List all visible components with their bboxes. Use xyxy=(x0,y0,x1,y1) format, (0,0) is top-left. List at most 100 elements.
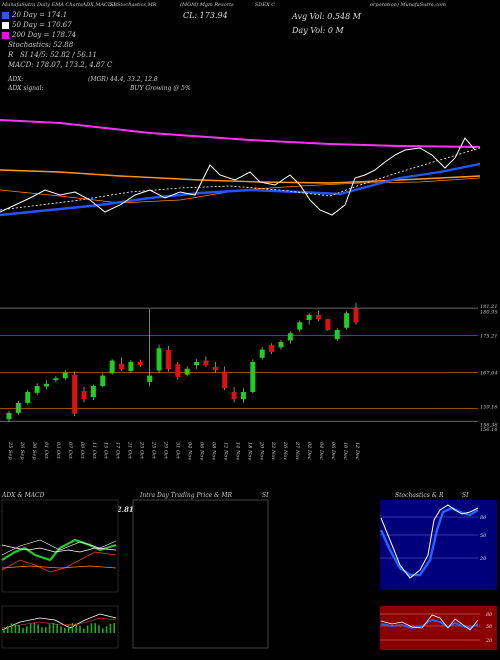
date-label: 26 Sep xyxy=(19,441,25,460)
date-label: 18 Nov xyxy=(246,442,252,460)
candle xyxy=(128,360,134,373)
candle xyxy=(306,313,312,325)
header-title: MunafaSutra Daily EMA ChartsADX,MACD,B xyxy=(2,2,117,8)
candle xyxy=(297,320,303,332)
date-label: 31 Oct xyxy=(175,442,181,460)
stochastics-lines xyxy=(379,504,479,579)
candle xyxy=(34,383,40,396)
date-label: 02 Dec xyxy=(306,442,312,460)
stoch-tick-80: 80 xyxy=(480,515,487,521)
ema20-swatch xyxy=(2,12,9,19)
candle xyxy=(90,384,96,401)
stoch-tick-20: 20 xyxy=(480,556,487,562)
adx-signal-label: ADX signal: xyxy=(8,85,44,92)
avg-volume: Avg Vol: 0.548 M xyxy=(292,12,361,21)
rsi-white-line xyxy=(380,614,479,631)
adx-lines xyxy=(1,538,117,573)
rsi-tick-50: 50 xyxy=(486,624,493,630)
date-label: 21 Oct xyxy=(127,441,133,460)
candle xyxy=(156,344,162,374)
candle xyxy=(72,371,78,417)
candle xyxy=(250,359,256,394)
candle xyxy=(259,346,265,360)
adx-values: (MGR) 44.4, 33.2, 12.8 xyxy=(88,76,158,83)
date-label: 29 Oct xyxy=(163,441,169,460)
day-volume: Day Vol: 0 M xyxy=(292,26,344,35)
level-label: 156.16 xyxy=(480,427,498,433)
rsi-blue-line xyxy=(380,619,479,629)
date-label: 14 Nov xyxy=(234,442,240,460)
adx-green-line xyxy=(1,538,117,562)
candle xyxy=(100,373,106,388)
stochastics-label: Stochastics: 52.88 xyxy=(8,41,74,49)
candle xyxy=(184,366,190,377)
header-symbol: (MGM) Mgm Resorts xyxy=(180,2,234,8)
date-label: 04 Dec xyxy=(318,442,324,460)
ema20-label: 20 Day = 174.1 xyxy=(12,11,68,19)
date-label: 23 Oct xyxy=(139,441,145,460)
rsi-tick-20: 20 xyxy=(486,638,493,644)
rsi-prefix: R xyxy=(8,51,14,59)
date-label: 30 Sep xyxy=(31,442,37,460)
macd-line xyxy=(1,613,117,631)
stochastics-panel xyxy=(380,500,497,590)
date-label: 25 Oct xyxy=(151,441,157,460)
date-label: 06 Dec xyxy=(330,442,336,460)
date-label: 01 Oct xyxy=(43,442,49,460)
adx-label: ADX: xyxy=(8,76,24,83)
adx-panel-title: ADX & MACD xyxy=(2,492,45,499)
level-label: 175.21 xyxy=(480,333,498,339)
candle xyxy=(194,359,200,369)
candle xyxy=(269,343,275,355)
ema-lines xyxy=(0,119,481,217)
candle xyxy=(222,366,228,391)
date-labels: 25 Sep 26 Sep 30 Sep 01 Oct 03 Oct 07 Oct 09 O… xyxy=(7,441,360,460)
ema50-label: 50 Day = 170.67 xyxy=(12,21,72,29)
candle xyxy=(44,380,50,390)
stoch-tick-50: 50 xyxy=(480,533,487,539)
stoch-white-line xyxy=(380,504,479,579)
candle xyxy=(334,328,340,341)
candle xyxy=(240,388,246,403)
buy-signal: BUY Growing @ 5% xyxy=(130,85,191,92)
candle xyxy=(81,386,87,403)
candle xyxy=(6,411,12,422)
candle xyxy=(231,386,237,403)
header-site: orporation) MunafaSutra.com xyxy=(370,2,446,8)
candle xyxy=(287,331,293,344)
date-label: 08 Nov xyxy=(210,442,216,460)
candles xyxy=(6,302,359,422)
date-label: 11 Oct xyxy=(91,442,97,460)
candle xyxy=(175,361,181,380)
macd-panel xyxy=(1,605,119,649)
rsi-label: SI 14/5: 52.82 / 56.11 xyxy=(20,51,97,59)
close-line xyxy=(0,137,476,216)
header-title-b: SI,Stochastics,MR xyxy=(110,2,157,8)
adx-red-line xyxy=(1,551,117,573)
candle xyxy=(109,359,115,375)
date-label: 07 Oct xyxy=(67,442,73,460)
close-price: CL: 173.94 xyxy=(183,11,228,20)
candle xyxy=(147,309,153,387)
date-label: 20 Nov xyxy=(258,441,264,460)
level-label: 159.16 xyxy=(480,405,498,411)
ema-dotted-line xyxy=(0,147,481,211)
candle xyxy=(53,376,59,382)
adx-panel-stats: ADX: 44.38 +DY: 33.24 -DY: 12.81 xyxy=(2,505,134,514)
ema200-swatch xyxy=(2,32,9,39)
candle xyxy=(119,357,125,372)
candle xyxy=(137,359,143,367)
date-label: 10 Dec xyxy=(342,442,348,460)
candle xyxy=(165,345,171,372)
level-label: 180.95 xyxy=(480,309,498,315)
candle xyxy=(344,311,350,330)
rsi-tick-80: 80 xyxy=(486,612,493,618)
level-label: 181.21 xyxy=(480,304,498,310)
intraday-title: Intra Day Trading Price & MR xyxy=(140,492,233,499)
date-label: 17 Oct xyxy=(115,442,121,460)
candle xyxy=(15,400,21,415)
macd-label: MACD: 178.07, 173.2, 4.87 C xyxy=(8,61,113,69)
date-label: 12 Nov xyxy=(222,442,228,460)
